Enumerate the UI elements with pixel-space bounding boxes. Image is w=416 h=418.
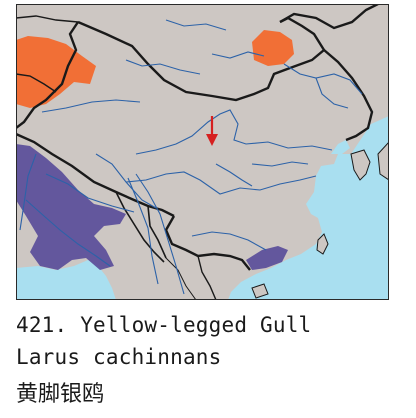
coastline-indochina — [165, 257, 197, 300]
sea-east — [228, 116, 389, 300]
border-kazakh — [16, 15, 79, 23]
river-russia — [165, 19, 227, 31]
winter-range-china-coast — [246, 246, 288, 270]
species-chinese-name: 黄脚银鸥 — [16, 382, 105, 407]
border-russia-ne — [279, 4, 379, 30]
record-marker — [206, 116, 218, 146]
sea-bohai — [331, 140, 350, 154]
breeding-range-northeast — [252, 30, 294, 66]
border-india-south — [115, 191, 165, 263]
river-brahmaputra — [45, 173, 135, 213]
river-tarim — [41, 99, 141, 113]
taiwan — [316, 233, 329, 255]
species-scientific-name: Larus cachinnans — [16, 345, 222, 369]
river-han — [215, 163, 253, 187]
river-mekong — [135, 173, 185, 295]
rivers — [19, 19, 363, 295]
border-indochina-inner — [197, 255, 217, 300]
sea-bengal — [16, 260, 116, 300]
breeding-range-west — [16, 36, 96, 108]
river-amur — [283, 63, 363, 95]
map-svg — [16, 4, 389, 300]
river-mongolia-1 — [125, 59, 201, 75]
japan — [377, 141, 389, 181]
river-huai — [251, 161, 309, 167]
border-mongolia — [77, 16, 326, 102]
river-pearl — [191, 231, 267, 251]
river-ganges — [25, 199, 111, 267]
river-salween — [127, 177, 159, 285]
river-upper-yangtze — [95, 153, 157, 209]
border-west — [16, 21, 79, 129]
river-yangtze — [125, 171, 317, 195]
river-mongolia-2 — [211, 51, 265, 59]
record-arrow-head — [206, 134, 218, 146]
korea — [350, 149, 371, 181]
border-central-asia — [16, 73, 57, 93]
winter-range-india — [16, 144, 126, 270]
hainan — [251, 283, 269, 299]
map-border — [16, 4, 389, 300]
river-yellow — [135, 109, 333, 155]
river-songhua — [315, 77, 349, 109]
species-number-and-name: 421. Yellow-legged Gull — [16, 313, 312, 337]
border-burma — [147, 205, 167, 259]
river-indus — [19, 153, 37, 231]
range-map — [16, 4, 389, 300]
border-manchuria-korea — [323, 49, 374, 142]
